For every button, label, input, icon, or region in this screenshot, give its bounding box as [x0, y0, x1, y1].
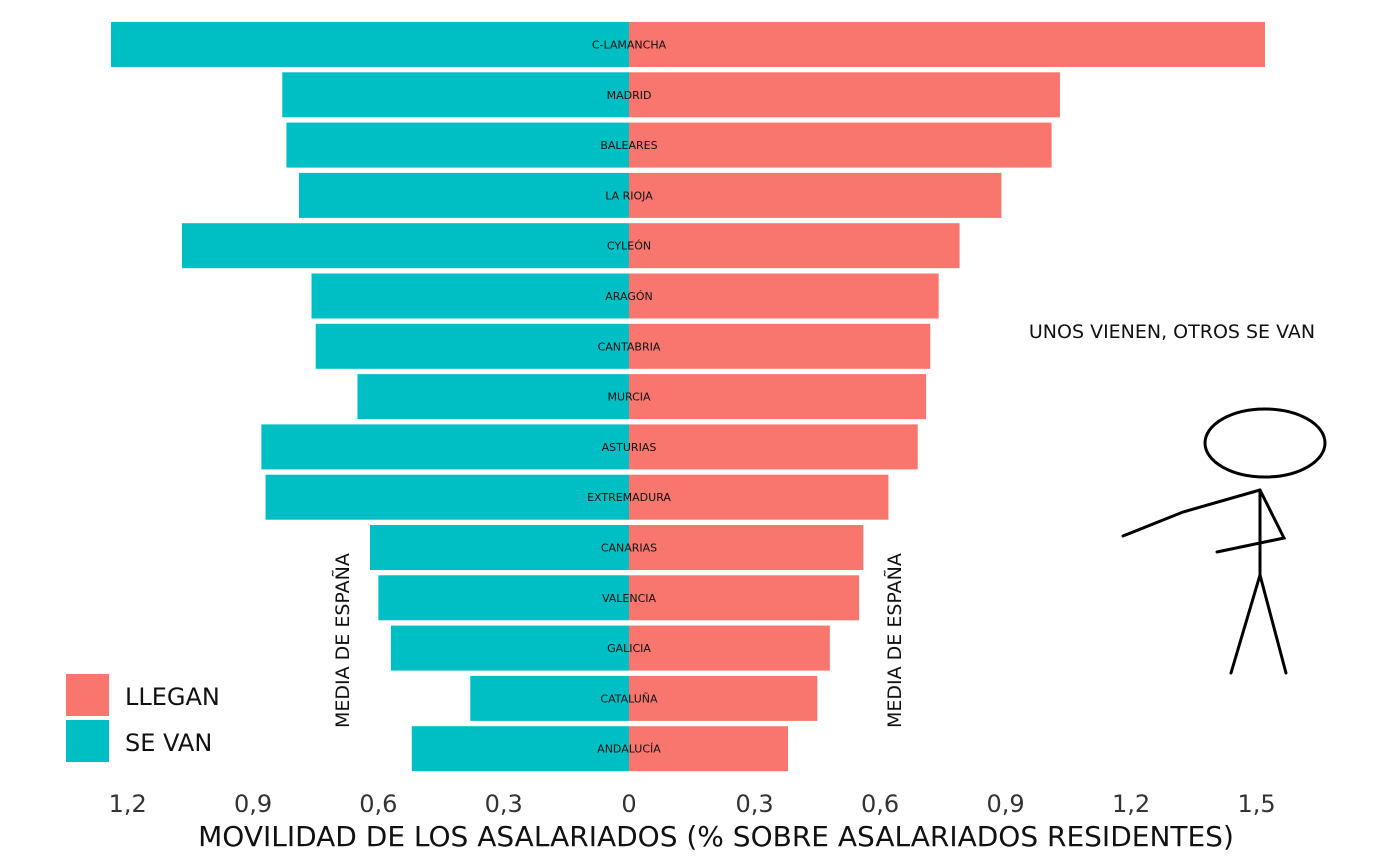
- x-tick-left: 0,6: [359, 790, 397, 818]
- x-axis-title: MOVILIDAD DE LOS ASALARIADOS (% SOBRE AS…: [198, 820, 1234, 853]
- bar-llegan-cyleon: [629, 223, 960, 268]
- x-tick-right: 0,6: [861, 790, 899, 818]
- bar-se-van-galicia: [391, 626, 629, 671]
- x-tick-right: 1,5: [1238, 790, 1276, 818]
- bar-se-van-madrid: [282, 72, 629, 117]
- bar-llegan-c-lamancha: [629, 22, 1265, 67]
- region-label-galicia: GALICIA: [607, 642, 651, 655]
- bar-se-van-cyleon: [182, 223, 629, 268]
- x-axis-ticks: 1,2 0,9 0,6 0,3 0 0,3 0,6 0,9 1,2 1,5: [109, 790, 1276, 818]
- x-tick-right: 0: [621, 790, 636, 818]
- mobility-chart: C-LAMANCHA MADRID BALEARES LA RIOJA CYLEÓN AR…: [0, 0, 1400, 865]
- x-tick-left: 1,2: [109, 790, 147, 818]
- region-label-valencia: VALENCIA: [602, 592, 657, 605]
- region-label-canarias: CANARIAS: [601, 542, 657, 555]
- bar-se-van-valencia: [378, 575, 629, 620]
- bar-llegan-aragon: [629, 274, 939, 319]
- x-tick-right: 0,9: [986, 790, 1024, 818]
- bars-se-van: [111, 22, 629, 771]
- bar-se-van-canarias: [370, 525, 629, 570]
- x-tick-right: 0,3: [735, 790, 773, 818]
- region-label-c-lamancha: C-LAMANCHA: [592, 39, 667, 52]
- x-tick-right: 1,2: [1112, 790, 1150, 818]
- bar-se-van-la-rioja: [299, 173, 629, 218]
- region-label-cantabria: CANTABRIA: [598, 340, 661, 353]
- region-label-andalucia: ANDALUCÍA: [597, 743, 661, 756]
- region-label-cataluna: CATALUÑA: [600, 692, 658, 705]
- region-label-cyleon: CYLEÓN: [607, 240, 651, 253]
- x-tick-left: 0,3: [485, 790, 523, 818]
- bar-llegan-asturias: [629, 424, 918, 469]
- region-label-la-rioja: LA RIOJA: [605, 189, 653, 202]
- bar-llegan-madrid: [629, 72, 1060, 117]
- legend-label-se-van: SE VAN: [125, 729, 212, 757]
- region-label-aragon: ARAGÓN: [605, 290, 652, 303]
- legend: LLEGAN SE VAN: [66, 674, 220, 762]
- region-label-madrid: MADRID: [607, 89, 652, 102]
- legend-label-llegan: LLEGAN: [125, 683, 220, 711]
- region-label-baleares: BALEARES: [600, 139, 657, 152]
- bar-se-van-baleares: [286, 123, 629, 168]
- annotation-text: UNOS VIENEN, OTROS SE VAN: [1029, 321, 1315, 343]
- bar-llegan-valencia: [629, 575, 859, 620]
- bar-llegan-canarias: [629, 525, 863, 570]
- bar-llegan-galicia: [629, 626, 830, 671]
- stick-figure-illustration: [1123, 409, 1325, 673]
- x-tick-left: 0,9: [234, 790, 272, 818]
- legend-swatch-llegan: [66, 674, 109, 716]
- bar-llegan-cantabria: [629, 324, 930, 369]
- bar-se-van-aragon: [312, 274, 629, 319]
- bar-llegan-baleares: [629, 123, 1052, 168]
- bar-se-van-c-lamancha: [111, 22, 629, 67]
- media-label-left: MEDIA DE ESPAÑA: [331, 553, 354, 728]
- region-label-extremadura: EXTREMADURA: [587, 491, 671, 504]
- region-label-asturias: ASTURIAS: [602, 441, 657, 454]
- region-label-murcia: MURCIA: [607, 391, 651, 404]
- bars-llegan: [629, 22, 1265, 771]
- legend-swatch-se-van: [66, 720, 109, 762]
- bar-llegan-murcia: [629, 374, 926, 419]
- bar-llegan-la-rioja: [629, 173, 1001, 218]
- bar-se-van-murcia: [357, 374, 629, 419]
- bar-se-van-cantabria: [316, 324, 629, 369]
- media-label-right: MEDIA DE ESPAÑA: [883, 553, 906, 728]
- bar-se-van-extremadura: [266, 475, 629, 520]
- bar-se-van-asturias: [261, 424, 629, 469]
